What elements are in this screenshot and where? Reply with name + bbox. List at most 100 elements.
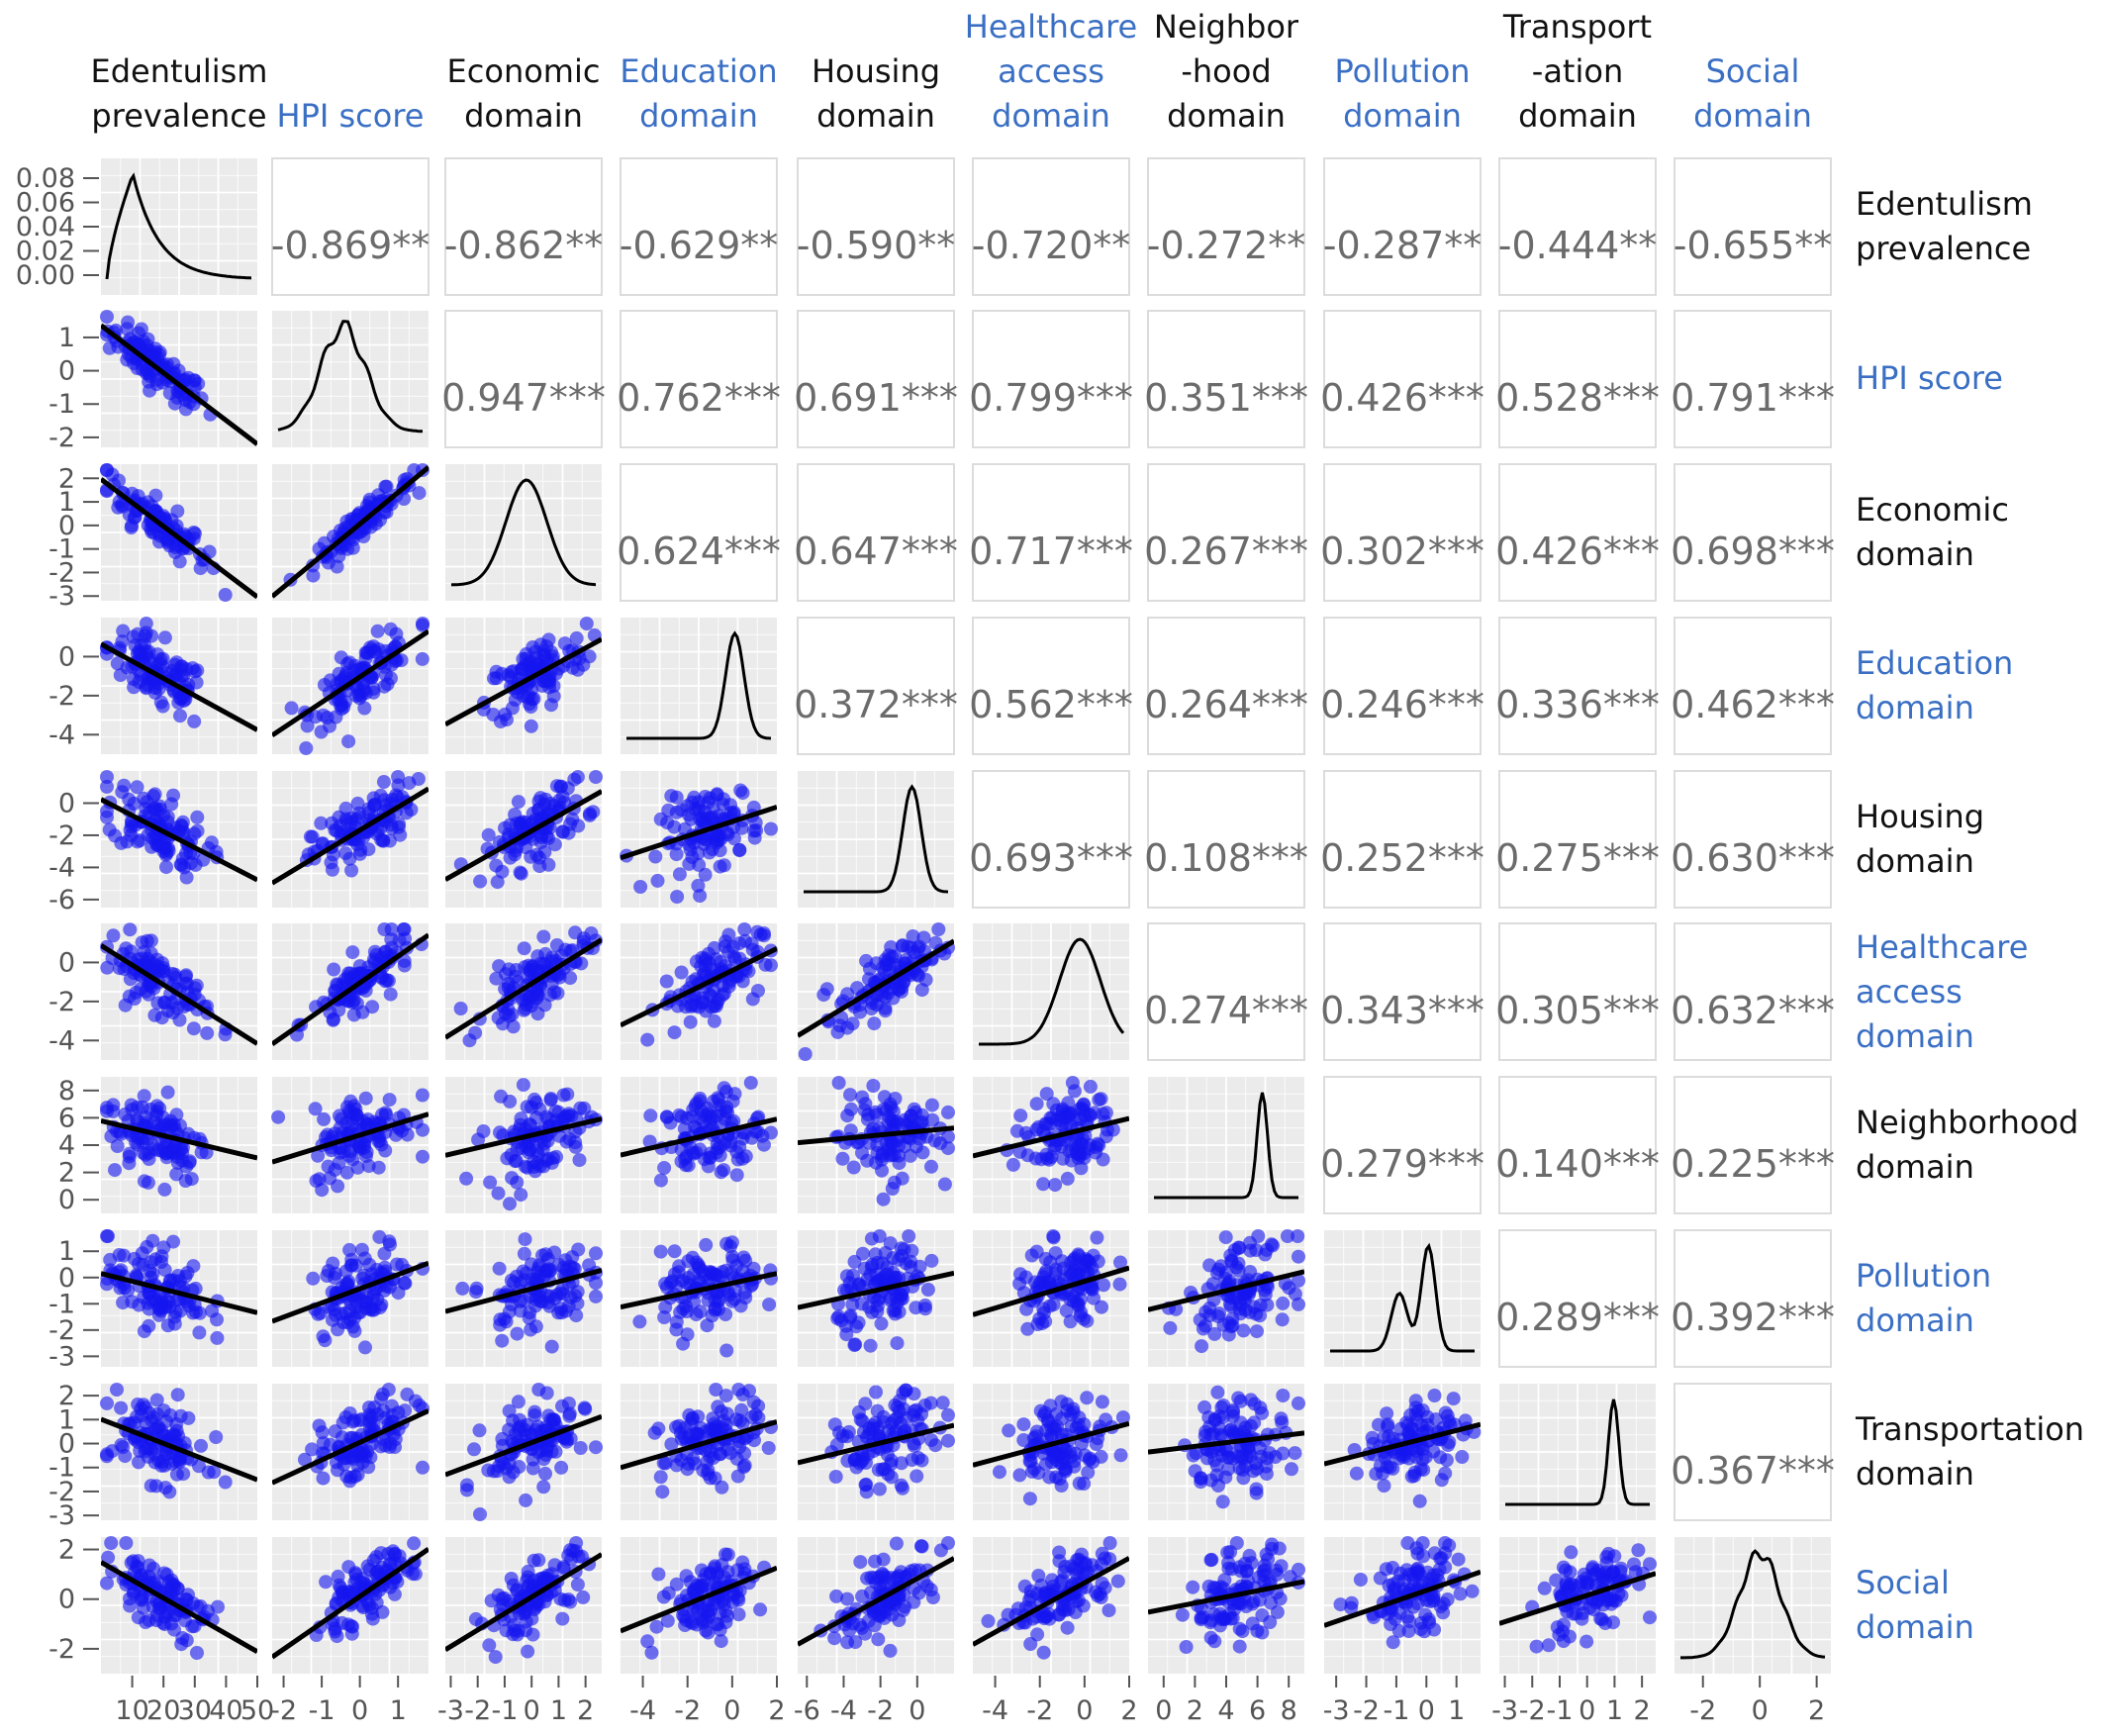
scatter-point [830, 1311, 845, 1325]
scatter-point [738, 1291, 753, 1305]
scatter-point [573, 1441, 588, 1455]
panel-background [1147, 310, 1305, 448]
scatter-point [1055, 1254, 1070, 1269]
scatter-point [674, 965, 689, 980]
scatter-point [377, 1246, 392, 1261]
scatter-point [359, 1117, 374, 1132]
scatter-point [174, 668, 189, 683]
scatter-point [154, 1455, 169, 1469]
scatter-point [1094, 1092, 1108, 1107]
scatter-point [882, 964, 897, 978]
scatter-point [1060, 1171, 1075, 1186]
scatter-point [696, 967, 711, 982]
scatter-point [663, 1275, 678, 1290]
panel-hlth-econ [445, 923, 603, 1060]
row-header-line: Education [1856, 644, 2013, 682]
scatter-point [516, 1078, 530, 1093]
scatter-point [537, 648, 552, 663]
scatter-point [506, 664, 521, 679]
scatter-point [589, 1276, 603, 1291]
scatter-point [1349, 1466, 1364, 1481]
density-curve-hlth [979, 937, 1125, 1046]
panel-background [972, 617, 1130, 755]
scatter-point [1072, 1410, 1087, 1425]
panel-background [1323, 922, 1482, 1061]
scatter-point [364, 1606, 379, 1621]
panel-hous-econ [445, 770, 603, 908]
panel-background [1147, 770, 1305, 909]
scatter-point [536, 1480, 551, 1495]
scatter-point [1207, 1326, 1222, 1341]
scatter-point [907, 1436, 921, 1451]
scatter-point [354, 1242, 369, 1257]
scatter-point [506, 1019, 521, 1034]
scatter-point [218, 588, 233, 602]
density-curve-hpi [277, 320, 424, 434]
scatter-point [100, 810, 114, 824]
scatter-point [370, 624, 385, 638]
fit-line [101, 323, 257, 446]
scatter-point [517, 1003, 531, 1017]
scatter-point [556, 1287, 570, 1302]
row-header-line: Housing [1856, 798, 1984, 835]
scatter-point [526, 1627, 540, 1642]
scatter-point [373, 1439, 388, 1454]
scatter-point [341, 734, 356, 749]
panel-hpi-neigh [1147, 310, 1305, 448]
scatter-point [116, 1296, 131, 1310]
scatter-point [141, 518, 155, 532]
scatter-point [819, 982, 834, 997]
scatter-point [382, 1234, 397, 1249]
fit-line [1148, 1269, 1304, 1312]
scatter-point [1243, 1449, 1258, 1464]
scatter-point [1042, 1116, 1057, 1131]
scatter-point [335, 698, 349, 713]
scatter-point [1209, 1458, 1224, 1473]
scatter-point [653, 1173, 668, 1188]
scatter-point [828, 1470, 843, 1484]
scatter-point [100, 770, 114, 784]
column-header-line: Healthcare [965, 8, 1137, 46]
scatter-point [308, 710, 323, 724]
scatter-point [528, 1319, 543, 1334]
scatter-point [708, 1575, 722, 1590]
scatter-point [311, 1306, 326, 1321]
scatter-point [855, 1145, 869, 1160]
scatter-point [920, 1283, 935, 1297]
scatter-point [915, 1145, 930, 1160]
scatter-point [1250, 1324, 1264, 1339]
scatter-point [416, 1122, 430, 1137]
scatter-point [554, 1460, 569, 1475]
panel-soc-hpi [272, 1536, 429, 1674]
scatter-point [207, 1465, 222, 1480]
scatter-point [510, 1326, 525, 1341]
scatter-point [129, 1268, 144, 1283]
scatter-point [719, 1236, 734, 1251]
scatter-point [468, 1611, 483, 1626]
column-header-line: domain [1167, 97, 1286, 135]
scatter-point [502, 1457, 517, 1472]
panel-hlth-hpi [272, 922, 429, 1060]
scatter-point [1080, 1391, 1095, 1405]
scatter-point [101, 1550, 116, 1565]
scatter-point [905, 1453, 919, 1467]
scatter-point [561, 1548, 576, 1563]
scatter-point [152, 347, 166, 362]
scatter-point [144, 933, 158, 948]
panel-hous-hlth [972, 770, 1130, 909]
scatter-point [941, 1536, 955, 1550]
panel-hpi-econ [444, 310, 603, 448]
panel-background [620, 310, 778, 448]
scatter-point [157, 1182, 172, 1197]
scatter-point [843, 1088, 857, 1103]
scatter-point [1042, 1152, 1057, 1167]
scatter-point [209, 1430, 224, 1444]
scatter-point [855, 1090, 870, 1105]
panel-trans-econ [445, 1383, 603, 1521]
scatter-point [1063, 1292, 1078, 1306]
panel-educ-hlth [972, 617, 1130, 755]
scatter-point [137, 1089, 151, 1104]
scatter-point [532, 859, 547, 874]
